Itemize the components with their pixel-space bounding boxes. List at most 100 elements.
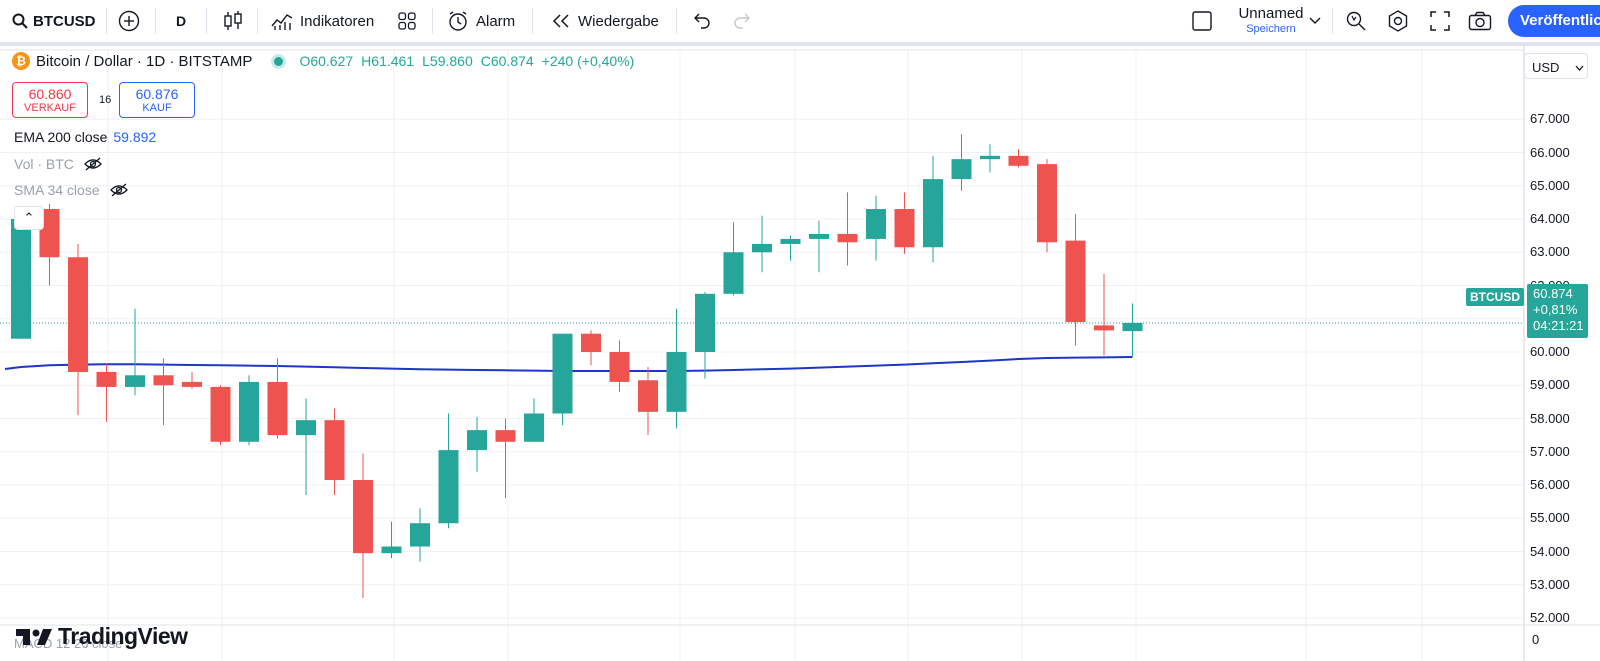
replay-icon xyxy=(552,14,569,28)
alarm-clock-icon xyxy=(449,11,467,31)
candle-body xyxy=(581,333,601,352)
settings-button[interactable] xyxy=(1387,0,1409,42)
eye-hidden-icon[interactable] xyxy=(83,157,102,171)
ohlc-high-value: 61.461 xyxy=(371,53,415,69)
publish-button[interactable]: Veröffentlic xyxy=(1508,5,1600,37)
sell-price: 60.860 xyxy=(28,86,72,102)
snapshot-button[interactable] xyxy=(1468,0,1492,42)
candle-body xyxy=(182,381,202,387)
candle-body xyxy=(837,233,858,243)
chevron-down-icon xyxy=(1309,17,1321,24)
indicators-icon xyxy=(271,14,293,30)
candle-body xyxy=(495,430,516,442)
symbol-label: BTCUSD xyxy=(33,12,96,30)
candle-body xyxy=(410,523,430,547)
redo-button[interactable] xyxy=(733,0,753,42)
candle-body xyxy=(1122,322,1143,332)
candle-body xyxy=(1065,240,1086,323)
plus-circle-icon xyxy=(118,10,140,32)
candle-body xyxy=(239,381,259,442)
indicators-label: Indikatoren xyxy=(300,12,375,30)
price-change: +240 (+0,40%) xyxy=(541,53,635,69)
ohlc-low-value: 59.860 xyxy=(429,53,473,69)
chevron-down-icon xyxy=(1575,65,1584,71)
volume-label: Vol · BTC xyxy=(14,156,74,172)
legend-collapse-button[interactable]: ⌃ xyxy=(14,206,44,230)
sell-button[interactable]: 60.860 VERKAUF xyxy=(12,82,88,118)
symbol-search-button[interactable]: BTCUSD xyxy=(12,0,96,42)
symbol-title: Bitcoin / Dollar · 1D · BITSTAMP xyxy=(36,52,253,70)
candle-body xyxy=(552,333,573,414)
tradingview-wordmark: TradingView xyxy=(58,623,188,649)
layout-dropdown-button[interactable] xyxy=(1309,0,1321,42)
layouts-button[interactable] xyxy=(397,0,417,42)
spread-value: 16 xyxy=(99,94,112,106)
last-price: 60.874 xyxy=(1533,286,1573,301)
undo-button[interactable] xyxy=(691,0,711,42)
sma-legend[interactable]: SMA 34 close xyxy=(14,182,128,198)
toolbar-divider xyxy=(1332,8,1333,34)
compare-symbol-button[interactable] xyxy=(118,0,140,42)
layout-name: Unnamed xyxy=(1238,5,1304,22)
price-tick-label: 63.000 xyxy=(1530,244,1570,260)
currency-selector[interactable]: USD xyxy=(1524,53,1588,79)
candle-body xyxy=(381,546,402,554)
toolbar-divider xyxy=(432,8,433,34)
chart-pane[interactable] xyxy=(0,46,1600,661)
chart-type-button[interactable] xyxy=(223,0,243,42)
buy-price: 60.876 xyxy=(135,86,179,102)
candle-body xyxy=(39,209,60,258)
interval-button[interactable]: D xyxy=(176,0,186,42)
price-tick-label: 66.000 xyxy=(1530,144,1570,160)
quick-search-icon xyxy=(1346,11,1366,31)
alert-button[interactable]: Alarm xyxy=(447,0,515,42)
ohlc-high-label: H xyxy=(361,53,372,69)
symbol-legend[interactable]: ₿ Bitcoin / Dollar · 1D · BITSTAMP O 60.6… xyxy=(12,52,642,70)
volume-axis-label: 0 xyxy=(1532,632,1540,647)
candlestick-chart[interactable] xyxy=(0,46,1600,661)
quick-search-button[interactable] xyxy=(1345,0,1367,42)
price-tick-label: 57.000 xyxy=(1530,443,1570,459)
sell-label: VERKAUF xyxy=(24,102,76,114)
candle-body xyxy=(153,375,174,386)
price-tick-label: 59.000 xyxy=(1530,377,1570,393)
ohlc-close-value: 60.874 xyxy=(490,53,534,69)
ohlc-close-label: C xyxy=(480,53,491,69)
candle-body xyxy=(438,450,459,524)
toolbar-divider xyxy=(257,8,258,34)
ema-value: 59.892 xyxy=(113,129,157,145)
volume-legend[interactable]: Vol · BTC xyxy=(14,156,102,172)
sma-label: SMA 34 close xyxy=(14,182,100,198)
toolbar-divider xyxy=(532,8,533,34)
tradingview-logo[interactable]: TradingView xyxy=(16,623,188,650)
toolbar-divider xyxy=(206,8,207,34)
fullscreen-icon xyxy=(1430,11,1450,31)
ema-legend[interactable]: EMA 200 close 59.892 xyxy=(14,129,156,145)
candle-body xyxy=(210,386,231,442)
candle-body xyxy=(809,233,829,239)
buy-button[interactable]: 60.876 KAUF xyxy=(119,82,195,118)
currency-label: USD xyxy=(1532,60,1560,75)
ohlc-low-label: L xyxy=(422,53,430,69)
candle-body xyxy=(68,257,88,372)
price-tick-label: 67.000 xyxy=(1530,111,1570,127)
candle-body xyxy=(723,252,744,294)
layout-name-button[interactable]: Unnamed Speichern xyxy=(1232,5,1310,35)
buy-label: KAUF xyxy=(142,102,172,114)
fullscreen-button[interactable] xyxy=(1430,0,1450,42)
ohlc-open-value: 60.627 xyxy=(310,53,354,69)
bar-countdown: 04:21:21 xyxy=(1533,318,1584,333)
replay-button[interactable]: Wiedergabe xyxy=(551,0,659,42)
top-toolbar: BTCUSD D Indikatoren Alarm Wiedergabe Un… xyxy=(0,0,1600,46)
toolbar-divider xyxy=(106,8,107,34)
price-tick-label: 55.000 xyxy=(1530,510,1570,526)
eye-hidden-icon[interactable] xyxy=(109,183,128,197)
layout-square-button[interactable] xyxy=(1191,0,1213,42)
price-tick-label: 54.000 xyxy=(1530,543,1570,559)
toolbar-divider xyxy=(676,8,677,34)
alert-label: Alarm xyxy=(476,12,516,30)
price-tick-label: 52.000 xyxy=(1530,610,1570,625)
indicators-button[interactable]: Indikatoren xyxy=(271,0,374,42)
candle-body xyxy=(866,209,886,239)
grid-layout-icon xyxy=(398,12,416,30)
